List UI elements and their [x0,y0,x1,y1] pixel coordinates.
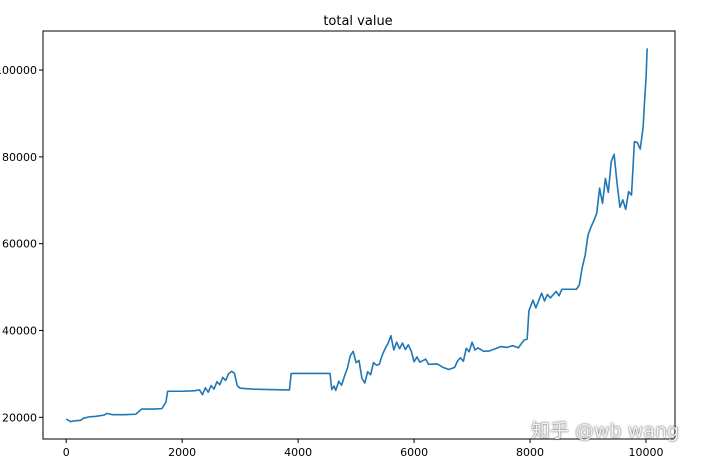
x-tick-label: 0 [63,446,70,459]
y-tick-label: 60000 [2,238,37,251]
x-tick-label: 2000 [168,446,196,459]
y-tick-label: 80000 [2,151,37,164]
x-tick-label: 4000 [284,446,312,459]
series-layer [65,48,648,423]
y-tick-label: 40000 [2,324,37,337]
x-tick-label: 8000 [516,446,544,459]
series-line [65,48,648,423]
x-axis: 0 2000 4000 6000 8000 10000 [63,439,664,459]
y-axis: 20000 40000 60000 80000 100000 [0,64,43,424]
y-tick-label: 100000 [0,64,37,77]
x-tick-label: 6000 [400,446,428,459]
plot-frame [42,30,676,440]
watermark: 知乎 @wb wang [531,420,679,442]
y-tick-label: 20000 [2,411,37,424]
chart-title: total value [323,14,392,29]
x-tick-label: 10000 [629,446,664,459]
